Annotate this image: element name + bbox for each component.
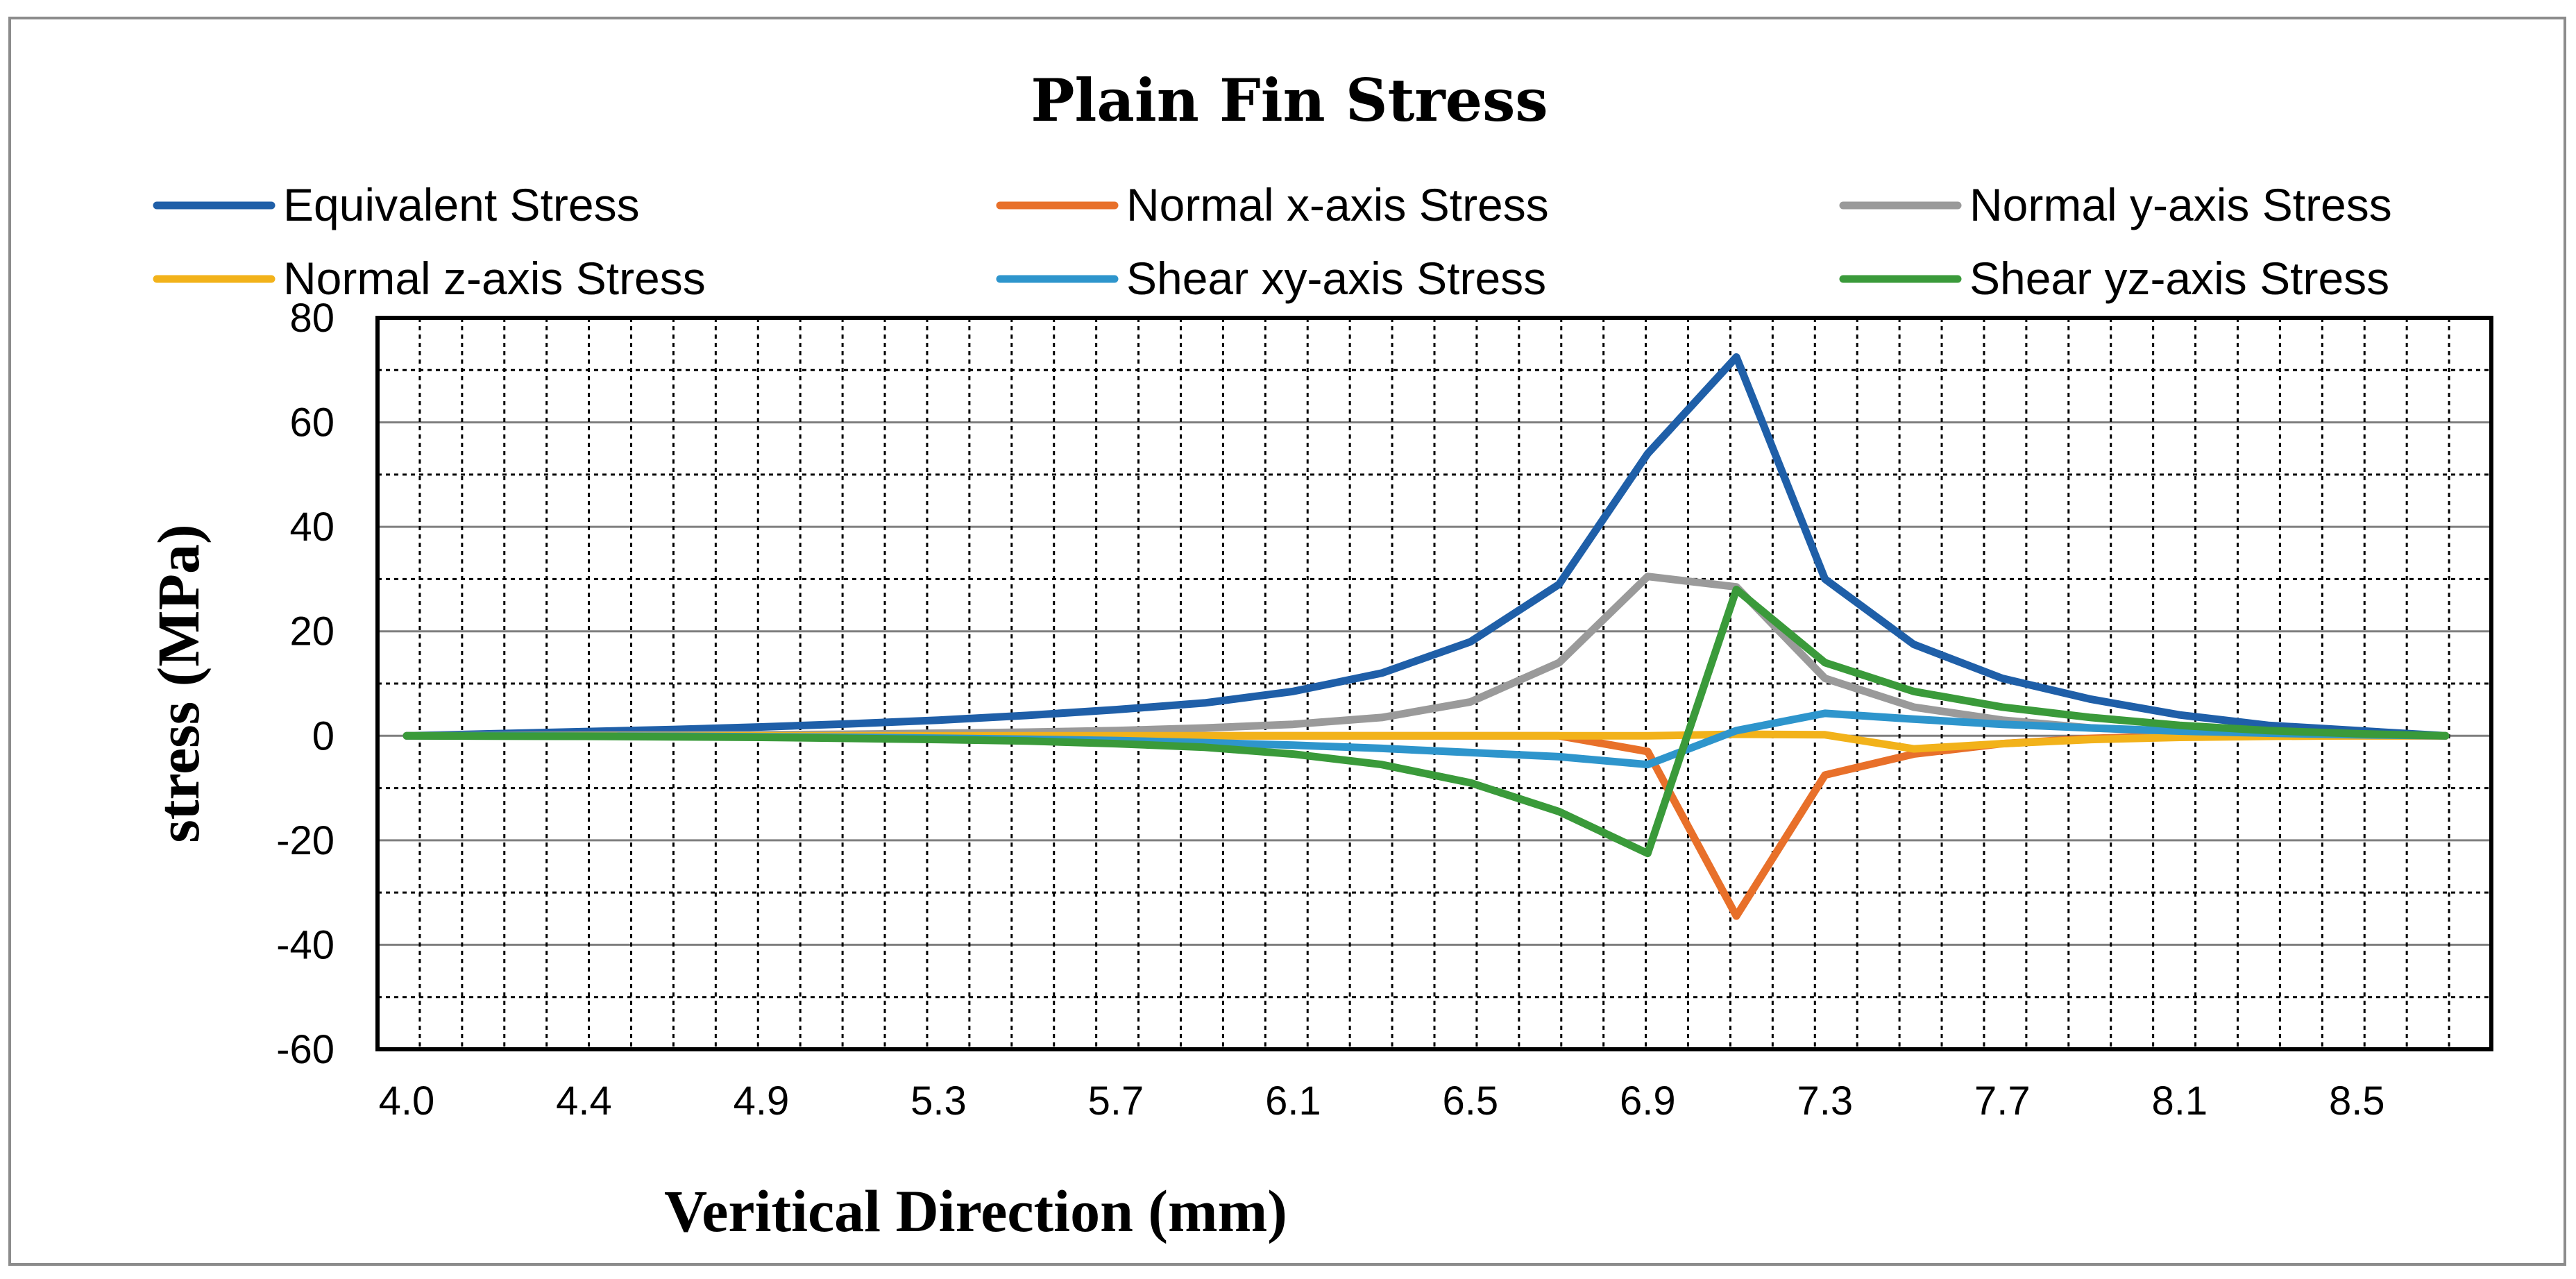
y-tick-label: -60: [276, 1027, 334, 1072]
y-axis-title: stress (MPa): [145, 524, 212, 842]
x-tick-label: 8.1: [2151, 1078, 2208, 1124]
x-tick-label: 7.7: [1974, 1078, 2031, 1124]
x-tick-label: 6.9: [1620, 1078, 1676, 1124]
x-tick-label: 5.7: [1088, 1078, 1144, 1124]
x-tick-label: 4.0: [379, 1078, 435, 1124]
series-line: [402, 353, 2450, 740]
chart-title: Plain Fin Stress: [1031, 66, 1548, 135]
plot-area-border: [375, 316, 2493, 1051]
y-tick-label: 60: [289, 400, 334, 446]
x-tick-labels: 4.0 4.4 4.9 5.3 5.7 6.1 6.5 6.9 7.3 7.7 8.1 8.5: [379, 1078, 2385, 1124]
line-chart: Plain Fin Stress Equivalent Stress Normal…: [145, 66, 2493, 1244]
legend-label: Normal x-axis Stress: [1126, 179, 1549, 230]
series-line: [402, 731, 2450, 920]
y-tick-labels: 80 60 40 20 0 -20 -40 -60: [276, 296, 334, 1072]
x-tick-label: 8.5: [2329, 1078, 2385, 1124]
gridlines: [378, 316, 2491, 1051]
y-tick-label: 0: [312, 713, 334, 759]
y-tick-label: 80: [289, 296, 334, 341]
legend-label: Normal y-axis Stress: [1969, 179, 2392, 230]
x-tick-label: 4.9: [734, 1078, 790, 1124]
series-lines: [402, 353, 2450, 920]
chart-frame: Plain Fin Stress Equivalent Stress Normal…: [8, 17, 2566, 1266]
legend-label: Normal z-axis Stress: [283, 253, 706, 304]
x-tick-label: 6.1: [1265, 1078, 1321, 1124]
y-tick-label: -20: [276, 818, 334, 863]
y-tick-label: 40: [289, 505, 334, 550]
legend: Equivalent Stress Normal x-axis Stress Nor…: [153, 179, 2392, 304]
y-tick-label: -40: [276, 922, 334, 967]
x-axis-title: Veritical Direction (mm): [664, 1178, 1287, 1244]
x-tick-label: 6.5: [1443, 1078, 1499, 1124]
legend-label: Equivalent Stress: [283, 179, 640, 230]
legend-label: Shear xy-axis Stress: [1126, 253, 1546, 304]
x-tick-label: 5.3: [910, 1078, 967, 1124]
legend-label: Shear yz-axis Stress: [1969, 253, 2389, 304]
x-tick-label: 7.3: [1797, 1078, 1854, 1124]
x-tick-label: 4.4: [556, 1078, 612, 1124]
series-line: [402, 586, 2450, 858]
y-tick-label: 20: [289, 609, 334, 654]
